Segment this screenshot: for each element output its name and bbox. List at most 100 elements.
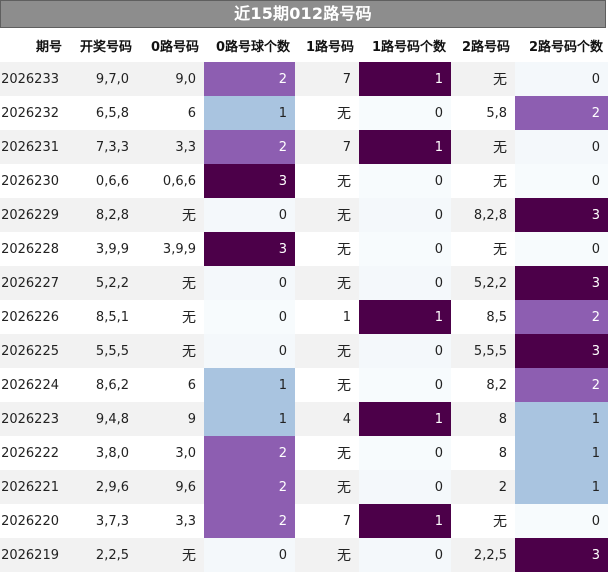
cell-route1-count: 1 bbox=[359, 504, 451, 538]
cell-route0-count: 0 bbox=[204, 198, 295, 232]
cell-route1-count: 1 bbox=[359, 130, 451, 164]
cell-draw-numbers: 3,8,0 bbox=[67, 436, 137, 470]
cell-route1-count: 0 bbox=[359, 96, 451, 130]
cell-route0-count: 3 bbox=[204, 164, 295, 198]
cell-route2-numbers: 无 bbox=[451, 232, 515, 266]
cell-draw-numbers: 6,5,8 bbox=[67, 96, 137, 130]
cell-issue: 2026233 bbox=[0, 62, 67, 96]
cell-route0-numbers: 3,3 bbox=[137, 130, 204, 164]
cell-route1-numbers: 无 bbox=[295, 368, 359, 402]
cell-route1-count: 0 bbox=[359, 232, 451, 266]
table-row: 2026225 5,5,5 无 0 无 0 5,5,5 3 bbox=[0, 334, 608, 368]
cell-route1-numbers: 无 bbox=[295, 538, 359, 572]
cell-route0-numbers: 无 bbox=[137, 198, 204, 232]
cell-route1-numbers: 无 bbox=[295, 334, 359, 368]
table-row: 2026222 3,8,0 3,0 2 无 0 8 1 bbox=[0, 436, 608, 470]
cell-draw-numbers: 5,5,5 bbox=[67, 334, 137, 368]
cell-route0-numbers: 6 bbox=[137, 96, 204, 130]
table-row: 2026219 2,2,5 无 0 无 0 2,2,5 3 bbox=[0, 538, 608, 572]
cell-route0-numbers: 9,0 bbox=[137, 62, 204, 96]
cell-route1-count: 0 bbox=[359, 538, 451, 572]
cell-route0-count: 1 bbox=[204, 402, 295, 436]
cell-route1-count: 0 bbox=[359, 164, 451, 198]
cell-route2-count: 2 bbox=[515, 300, 608, 334]
table-row: 2026229 8,2,8 无 0 无 0 8,2,8 3 bbox=[0, 198, 608, 232]
cell-route2-numbers: 5,5,5 bbox=[451, 334, 515, 368]
cell-issue: 2026227 bbox=[0, 266, 67, 300]
table-row: 2026233 9,7,0 9,0 2 7 1 无 0 bbox=[0, 62, 608, 96]
cell-route1-count: 0 bbox=[359, 368, 451, 402]
cell-route2-count: 3 bbox=[515, 538, 608, 572]
cell-route0-numbers: 9 bbox=[137, 402, 204, 436]
cell-route0-numbers: 无 bbox=[137, 300, 204, 334]
cell-issue: 2026222 bbox=[0, 436, 67, 470]
column-header-route0-count: 0路号球个数 bbox=[204, 28, 295, 62]
cell-issue: 2026221 bbox=[0, 470, 67, 504]
cell-draw-numbers: 9,7,0 bbox=[67, 62, 137, 96]
cell-route1-numbers: 无 bbox=[295, 266, 359, 300]
cell-issue: 2026219 bbox=[0, 538, 67, 572]
cell-route2-numbers: 2 bbox=[451, 470, 515, 504]
cell-route2-numbers: 无 bbox=[451, 130, 515, 164]
cell-draw-numbers: 3,7,3 bbox=[67, 504, 137, 538]
cell-route2-count: 2 bbox=[515, 96, 608, 130]
cell-issue: 2026223 bbox=[0, 402, 67, 436]
cell-route0-numbers: 无 bbox=[137, 334, 204, 368]
cell-route1-count: 1 bbox=[359, 402, 451, 436]
cell-route2-numbers: 8,5 bbox=[451, 300, 515, 334]
cell-route1-numbers: 无 bbox=[295, 232, 359, 266]
column-header-route1-count: 1路号码个数 bbox=[359, 28, 451, 62]
cell-issue: 2026231 bbox=[0, 130, 67, 164]
cell-route2-count: 3 bbox=[515, 198, 608, 232]
table-row: 2026230 0,6,6 0,6,6 3 无 0 无 0 bbox=[0, 164, 608, 198]
cell-route1-numbers: 无 bbox=[295, 164, 359, 198]
cell-route1-numbers: 7 bbox=[295, 130, 359, 164]
cell-route2-count: 0 bbox=[515, 504, 608, 538]
table-row: 2026227 5,2,2 无 0 无 0 5,2,2 3 bbox=[0, 266, 608, 300]
cell-route2-count: 0 bbox=[515, 130, 608, 164]
cell-route0-numbers: 0,6,6 bbox=[137, 164, 204, 198]
table-row: 2026228 3,9,9 3,9,9 3 无 0 无 0 bbox=[0, 232, 608, 266]
cell-route0-count: 0 bbox=[204, 300, 295, 334]
cell-route0-count: 0 bbox=[204, 334, 295, 368]
cell-route0-count: 0 bbox=[204, 538, 295, 572]
cell-route0-count: 2 bbox=[204, 470, 295, 504]
cell-route2-numbers: 8 bbox=[451, 436, 515, 470]
cell-route2-count: 0 bbox=[515, 164, 608, 198]
cell-route2-count: 3 bbox=[515, 334, 608, 368]
cell-draw-numbers: 8,5,1 bbox=[67, 300, 137, 334]
cell-route1-count: 0 bbox=[359, 198, 451, 232]
column-header-issue: 期号 bbox=[0, 28, 67, 62]
cell-route0-count: 2 bbox=[204, 130, 295, 164]
cell-route2-count: 3 bbox=[515, 266, 608, 300]
column-header-route2-numbers: 2路号码 bbox=[451, 28, 515, 62]
cell-route0-count: 1 bbox=[204, 96, 295, 130]
column-header-route2-count: 2路号码个数 bbox=[515, 28, 608, 62]
cell-route1-count: 0 bbox=[359, 470, 451, 504]
cell-issue: 2026224 bbox=[0, 368, 67, 402]
cell-draw-numbers: 5,2,2 bbox=[67, 266, 137, 300]
cell-route2-count: 1 bbox=[515, 470, 608, 504]
cell-draw-numbers: 7,3,3 bbox=[67, 130, 137, 164]
cell-route2-numbers: 无 bbox=[451, 504, 515, 538]
table-row: 2026232 6,5,8 6 1 无 0 5,8 2 bbox=[0, 96, 608, 130]
cell-route1-count: 1 bbox=[359, 62, 451, 96]
cell-route0-count: 3 bbox=[204, 232, 295, 266]
cell-route2-count: 1 bbox=[515, 402, 608, 436]
cell-route2-numbers: 5,8 bbox=[451, 96, 515, 130]
cell-route0-numbers: 3,0 bbox=[137, 436, 204, 470]
cell-route1-count: 0 bbox=[359, 436, 451, 470]
cell-issue: 2026229 bbox=[0, 198, 67, 232]
table-header: 期号 开奖号码 0路号码 0路号球个数 1路号码 1路号码个数 2路号码 2路号… bbox=[0, 28, 608, 62]
cell-route2-numbers: 8,2 bbox=[451, 368, 515, 402]
cell-route1-numbers: 无 bbox=[295, 470, 359, 504]
cell-route2-count: 0 bbox=[515, 62, 608, 96]
column-header-draw-numbers: 开奖号码 bbox=[67, 28, 137, 62]
cell-route1-numbers: 4 bbox=[295, 402, 359, 436]
cell-route2-count: 2 bbox=[515, 368, 608, 402]
cell-route1-numbers: 7 bbox=[295, 504, 359, 538]
cell-route0-numbers: 3,3 bbox=[137, 504, 204, 538]
table-row: 2026231 7,3,3 3,3 2 7 1 无 0 bbox=[0, 130, 608, 164]
cell-route1-numbers: 无 bbox=[295, 436, 359, 470]
